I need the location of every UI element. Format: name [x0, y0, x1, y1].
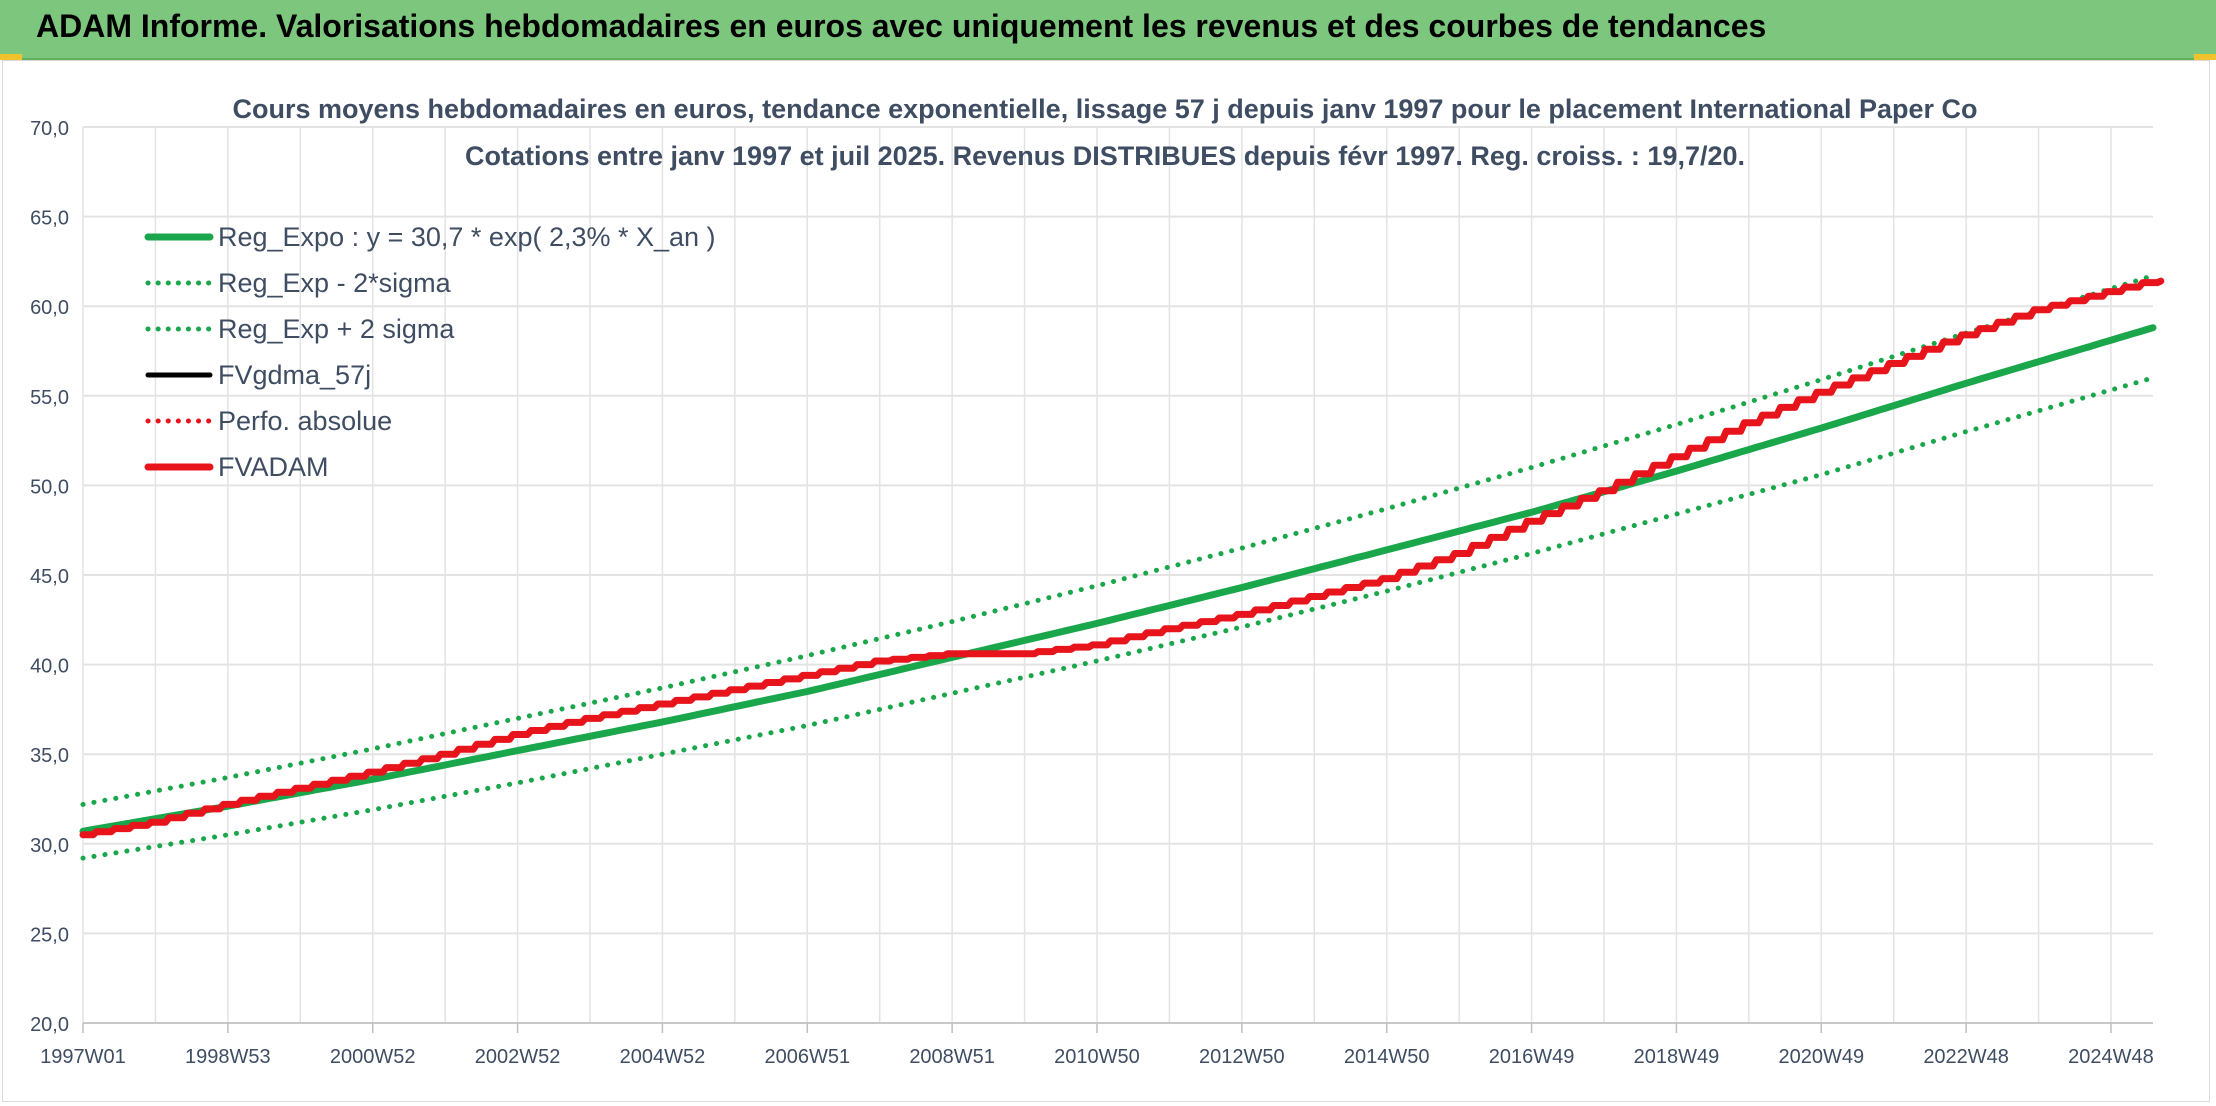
chart-area: 20,0 25,0 30,0 35,0 40,0 45,0 50,0 55,0 60,0 65,0… [2, 60, 2210, 1102]
x-tick-label: 2020W49 [1778, 1046, 1864, 1068]
line-chart: 20,0 25,0 30,0 35,0 40,0 45,0 50,0 55,0 60,0 65,0… [30, 94, 2165, 1068]
legend-label: Reg_Exp + 2 sigma [218, 314, 455, 344]
series-fvadam-line [79, 277, 2165, 839]
x-tick-label: 2006W51 [764, 1046, 850, 1068]
chart-title: Cours moyens hebdomadaires en euros, ten… [232, 94, 1977, 124]
y-tick-label: 50,0 [30, 476, 69, 498]
x-tick-label: 2024W48 [2068, 1046, 2154, 1068]
legend-label: Perfo. absolue [218, 406, 392, 436]
series-dotted-line [80, 375, 2156, 861]
legend-label: Reg_Expo : y = 30,7 * exp( 2,3% * X_an ) [218, 222, 716, 252]
legend: Reg_Expo : y = 30,7 * exp( 2,3% * X_an )… [144, 222, 716, 482]
y-tick-label: 70,0 [30, 118, 69, 140]
axis-layer: 20,0 25,0 30,0 35,0 40,0 45,0 50,0 55,0 60,0 65,0… [30, 118, 2154, 1068]
x-tick-label: 1998W53 [185, 1046, 271, 1068]
x-tick-label: 2002W52 [475, 1046, 561, 1068]
y-tick-label: 60,0 [30, 297, 69, 319]
series-layer [79, 273, 2165, 861]
x-tick-label: 2000W52 [330, 1046, 416, 1068]
series-regression-line [79, 324, 2157, 835]
y-tick-label: 25,0 [30, 924, 69, 946]
series-dotted-line [80, 273, 2156, 807]
x-tick-label: 2022W48 [1923, 1046, 2009, 1068]
x-tick-label: 1997W01 [40, 1046, 126, 1068]
x-tick-label: 2016W49 [1489, 1046, 1575, 1068]
y-tick-label: 20,0 [30, 1014, 69, 1036]
legend-label: Reg_Exp - 2*sigma [218, 268, 452, 298]
x-tick-label: 2018W49 [1634, 1046, 1720, 1068]
legend-label: FVgdma_57j [218, 360, 371, 390]
chart-subtitle: Cotations entre janv 1997 et juil 2025. … [465, 141, 1745, 171]
y-tick-label: 40,0 [30, 656, 69, 678]
y-tick-label: 35,0 [30, 745, 69, 767]
x-tick-label: 2014W50 [1344, 1046, 1430, 1068]
x-tick-label: 2008W51 [909, 1046, 995, 1068]
legend-label: FVADAM [218, 452, 329, 482]
x-tick-label: 2010W50 [1054, 1046, 1140, 1068]
report-banner: ADAM Informe. Valorisations hebdomadaire… [0, 0, 2216, 60]
y-tick-label: 65,0 [30, 208, 69, 230]
x-tick-label: 2004W52 [620, 1046, 706, 1068]
y-tick-label: 30,0 [30, 835, 69, 857]
corner-marker-right [2194, 54, 2216, 60]
grid-layer [82, 126, 2153, 1024]
report-title: ADAM Informe. Valorisations hebdomadaire… [36, 8, 1767, 44]
y-tick-label: 45,0 [30, 566, 69, 588]
x-tick-label: 2012W50 [1199, 1046, 1285, 1068]
corner-marker-left [0, 54, 22, 60]
y-tick-label: 55,0 [30, 387, 69, 409]
